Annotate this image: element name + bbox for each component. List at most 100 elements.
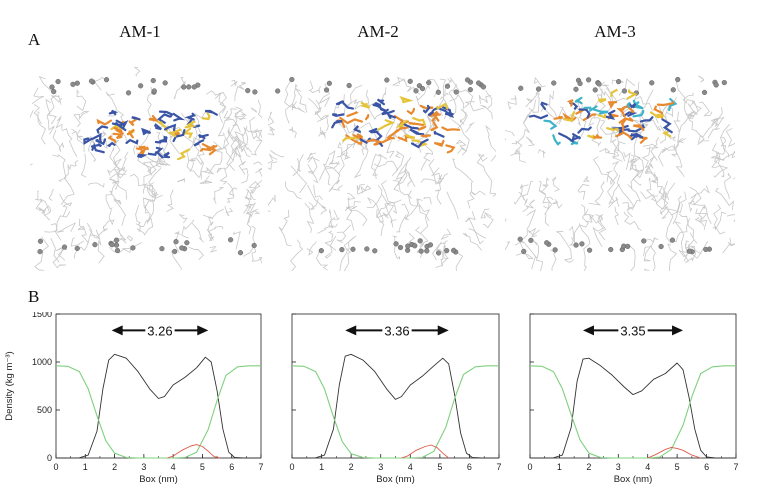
peptide-bond	[562, 111, 576, 123]
peptide-bond	[95, 138, 107, 146]
lipid-tail	[243, 225, 256, 257]
lipid-tail	[476, 153, 496, 197]
headgroup-atom	[621, 88, 628, 94]
total-density-line	[530, 357, 736, 459]
lipid-tail	[374, 160, 399, 177]
lipid-tail	[257, 99, 262, 119]
lipid-tail	[669, 218, 690, 243]
headgroup-atom	[464, 77, 471, 83]
lipid-tail	[98, 209, 115, 240]
lipid-tail	[525, 97, 533, 108]
lipid-tail	[667, 243, 678, 271]
lipid-tail	[662, 187, 674, 244]
headgroup-atom	[641, 238, 647, 244]
headgroup-atom	[412, 243, 418, 249]
water-density-line	[529, 365, 736, 459]
peptide-bond	[553, 115, 564, 120]
lipid-tail	[103, 225, 108, 232]
peptide-bond	[618, 117, 634, 124]
peptide-bond	[374, 102, 388, 113]
lipid-tail	[71, 128, 85, 152]
lipid-tail	[654, 102, 670, 124]
x-tick-label: 6	[704, 462, 709, 472]
x-tick-label: 4	[171, 462, 176, 472]
lipid-tail	[577, 183, 590, 200]
lipid-tail	[371, 154, 382, 176]
lipid-tail	[37, 111, 47, 145]
lipid-tail	[616, 174, 635, 211]
lipid-tail	[230, 136, 246, 175]
thickness-annotation: 3.36	[384, 323, 409, 338]
headgroup-atom	[125, 90, 132, 96]
headgroup-atom	[172, 248, 178, 255]
headgroup-atom	[326, 80, 332, 86]
peptide-density-line	[647, 446, 701, 459]
lipid-tail	[356, 183, 365, 194]
lipid-tail	[121, 242, 142, 254]
lipid-tail	[480, 208, 490, 219]
lipid-tail	[234, 110, 247, 118]
lipid-tail	[552, 177, 560, 192]
lipid-tail	[623, 151, 631, 170]
headgroup-atom	[151, 88, 157, 94]
lipid-tail	[462, 232, 482, 251]
lipid-tail	[324, 230, 337, 251]
headgroup-atom	[480, 84, 487, 90]
lipid-tail	[250, 136, 262, 156]
peptide-bond	[147, 151, 158, 157]
lipid-tail	[432, 242, 446, 261]
lipid-tail	[678, 213, 698, 244]
lipid-tail	[224, 133, 245, 171]
lipid-tail	[230, 79, 238, 87]
peptide-bond	[633, 124, 645, 131]
lipid-tail	[381, 194, 395, 218]
lipid-tail	[627, 187, 641, 210]
headgroup-atom	[608, 246, 614, 253]
lipid-tail	[376, 201, 391, 236]
headgroup-atom	[436, 250, 442, 256]
headgroup-atom	[150, 77, 156, 84]
peptide-bond	[406, 107, 416, 116]
lipid-tail	[538, 180, 550, 210]
headgroup-atom	[184, 240, 190, 246]
lipid-tail	[592, 156, 616, 208]
lipid-tail	[217, 110, 231, 137]
lipid-tail	[446, 191, 459, 220]
headgroup-atom	[251, 242, 257, 249]
lipid-tail	[607, 160, 620, 186]
headgroup-atom	[228, 237, 234, 243]
lipid-tail	[333, 184, 343, 191]
peptide-bond	[115, 129, 125, 140]
lipid-tail	[384, 199, 402, 223]
lipid-tail	[206, 90, 222, 99]
peptide-bond	[410, 138, 429, 149]
x-tick-label: 2	[586, 462, 591, 472]
lipid-tail	[537, 148, 546, 158]
headgroup-atom	[419, 85, 426, 92]
lipid-tail	[135, 204, 141, 233]
headgroup-atom	[397, 244, 404, 251]
peptide-bond	[177, 148, 191, 161]
x-tick-label: 1	[319, 462, 324, 472]
headgroup-atom	[372, 248, 378, 254]
snapshot-title-am3: AM-3	[594, 22, 636, 41]
lipid-tail	[80, 153, 87, 178]
lipid-tail	[218, 91, 227, 123]
headgroup-atom	[517, 236, 523, 242]
peptide-bond	[552, 134, 561, 146]
peptide-bond	[528, 114, 549, 120]
lipid-tail	[392, 235, 401, 260]
lipid-tail	[511, 140, 527, 163]
headgroup-atom	[475, 80, 482, 86]
membrane-snapshot-am3	[505, 56, 735, 271]
peptide-bond	[142, 129, 149, 136]
density-plot-svg: 0 1 2 3 4 5 6 7 Box (nm) 3.35	[527, 313, 739, 485]
peptide-bond	[433, 139, 445, 147]
lipid-tail	[173, 231, 181, 253]
lipid-tail	[632, 156, 645, 186]
x-tick-label: 3	[378, 462, 383, 472]
lipid-tail	[645, 177, 658, 197]
lipid-tail	[50, 237, 60, 263]
lipid-tail	[328, 150, 338, 165]
lipid-tail	[513, 184, 529, 205]
